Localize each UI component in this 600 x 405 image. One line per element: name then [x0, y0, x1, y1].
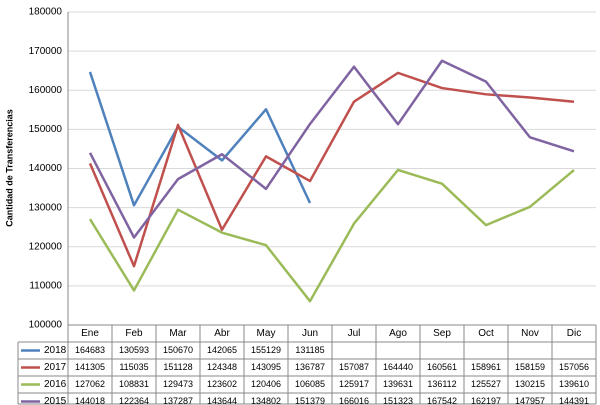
table-value: 141305: [75, 362, 105, 372]
x-tick-label: May: [257, 328, 276, 339]
table-value: 164440: [383, 362, 413, 372]
table-value: 142065: [207, 345, 237, 355]
table-value: 137287: [163, 396, 193, 405]
table-value: 155129: [251, 345, 281, 355]
table-value: 167542: [427, 396, 457, 405]
x-tick-label: Nov: [521, 328, 539, 339]
x-tick-label: Dic: [567, 328, 581, 339]
y-tick-label: 110000: [29, 281, 62, 292]
table-value: 144018: [75, 396, 105, 405]
legend-label: 2016: [44, 379, 67, 390]
series-line: [88, 168, 575, 303]
x-tick-label: Feb: [125, 328, 143, 339]
table-value: 164683: [75, 345, 105, 355]
y-tick-label: 130000: [29, 202, 63, 213]
table-value: 151128: [163, 362, 192, 372]
legend-label: 2015: [44, 396, 67, 405]
table-value: 158159: [515, 362, 545, 372]
table-value: 108831: [119, 379, 149, 389]
y-tick-label: 150000: [29, 124, 63, 135]
table-value: 151379: [295, 396, 325, 405]
x-tick-label: Ago: [389, 328, 407, 339]
table-value: 157056: [559, 362, 589, 372]
x-tick-label: Jul: [348, 328, 361, 339]
table-value: 123602: [207, 379, 237, 389]
y-tick-label: 160000: [29, 85, 63, 96]
legend-label: 2017: [44, 362, 67, 373]
table-value: 157087: [339, 362, 369, 372]
table-value: 130215: [515, 379, 545, 389]
table-value: 139631: [383, 379, 413, 389]
table-value: 162197: [471, 396, 501, 405]
table-value: 134802: [251, 396, 281, 405]
x-tick-label: Oct: [478, 328, 494, 339]
y-tick-label: 100000: [29, 320, 63, 331]
table-value: 122364: [119, 396, 149, 405]
table-value: 158961: [471, 362, 501, 372]
y-tick-label: 120000: [29, 241, 63, 252]
table-value: 120406: [251, 379, 281, 389]
table-value: 129473: [163, 379, 193, 389]
x-tick-label: Abr: [214, 328, 230, 339]
table-value: 136112: [427, 379, 456, 389]
table-value: 115035: [119, 362, 148, 372]
table-value: 143644: [207, 396, 237, 405]
x-tick-label: Ene: [81, 328, 99, 339]
series-line: [88, 71, 575, 268]
y-tick-label: 140000: [29, 163, 63, 174]
table-value: 147957: [515, 396, 545, 405]
x-tick-label: Mar: [169, 328, 187, 339]
table-value: 166016: [339, 396, 369, 405]
table-value: 125527: [471, 379, 501, 389]
y-tick-label: 170000: [29, 46, 63, 57]
table-value: 143095: [251, 362, 281, 372]
x-tick-label: Sep: [433, 328, 451, 339]
table-value: 125917: [339, 379, 369, 389]
table-value: 106085: [295, 379, 325, 389]
table-value: 151323: [383, 396, 413, 405]
table-value: 136787: [295, 362, 325, 372]
y-tick-label: 180000: [29, 7, 63, 18]
table-value: 131185: [295, 345, 324, 355]
series-line: [88, 59, 575, 239]
legend-label: 2018: [44, 345, 67, 356]
table-value: 124348: [207, 362, 237, 372]
table-value: 139610: [559, 379, 589, 389]
table-value: 160561: [427, 362, 457, 372]
y-axis-title: Cantidad de Transferencias: [4, 109, 14, 227]
table-value: 144391: [559, 396, 589, 405]
table-value: 150670: [163, 345, 193, 355]
table-value: 127062: [75, 379, 105, 389]
series-line: [88, 71, 312, 207]
table-value: 130593: [119, 345, 149, 355]
x-tick-label: Jun: [302, 328, 318, 339]
